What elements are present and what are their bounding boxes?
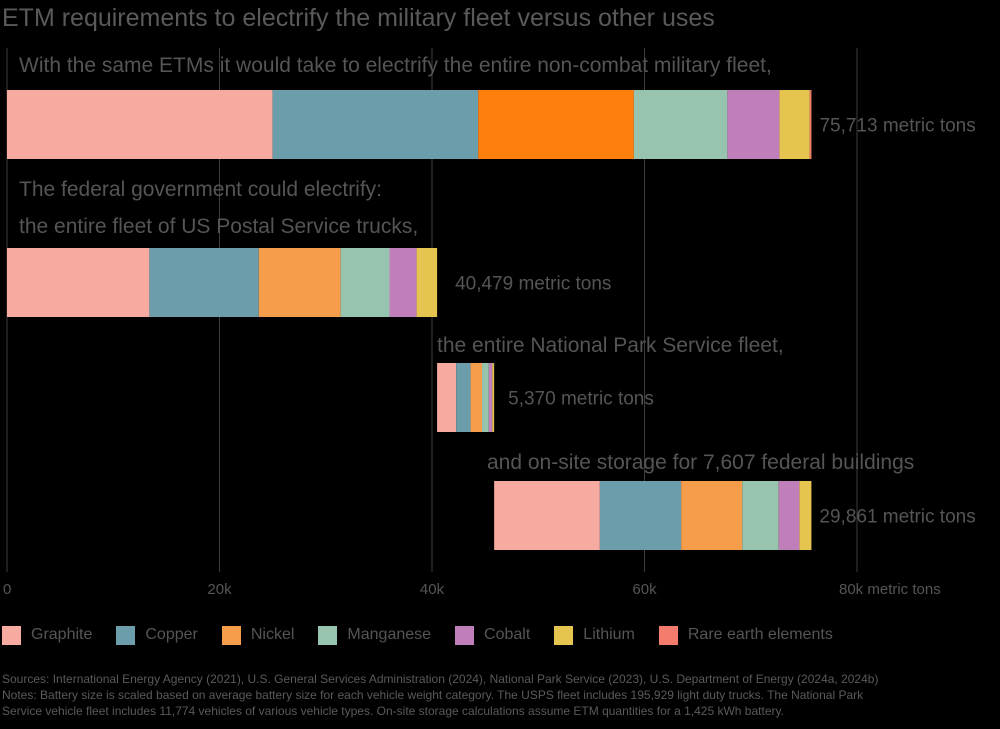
legend-item: Copper [116, 625, 198, 645]
legend-item: Rare earth elements [658, 625, 833, 645]
legend-swatch [318, 625, 338, 645]
sources-note: Sources: International Energy Agency (20… [2, 672, 879, 686]
legend-item: Lithium [554, 625, 635, 645]
bar-segment-cobalt [389, 248, 417, 317]
notes-line-2: Service vehicle fleet includes 11,774 ve… [2, 704, 784, 718]
legend-swatch [554, 625, 574, 645]
bar-segment-copper [149, 248, 259, 317]
notes-line-1: Notes: Battery size is scaled based on a… [2, 688, 864, 702]
legend-label: Lithium [583, 626, 635, 643]
x-tick-label: 0 [3, 581, 11, 598]
bar-segment-manganese [633, 90, 728, 159]
legend-swatch [2, 625, 21, 645]
bar-segment-graphite [7, 248, 150, 317]
bar-segment-nickel [470, 363, 483, 432]
bar-annotation: the entire National Park Service fleet, [437, 334, 784, 357]
legend-swatch [221, 625, 241, 645]
bar-segment-lithium [416, 248, 438, 317]
x-tick-label: 60k [632, 581, 657, 598]
chart-title: ETM requirements to electrify the milita… [2, 4, 715, 32]
legend-label: Manganese [347, 626, 432, 643]
bar-segment-graphite [7, 90, 273, 159]
bar-annotation: The federal government could electrify: [19, 178, 382, 201]
bar-annotation: With the same ETMs it would take to elec… [19, 54, 772, 77]
legend-item: Manganese [318, 625, 432, 645]
bar-total-label: 40,479 metric tons [455, 274, 611, 295]
legend-swatch [116, 625, 136, 645]
bar-segment-manganese [742, 481, 779, 550]
bar-segment-manganese [482, 363, 489, 432]
bar-segment-cobalt [488, 363, 493, 432]
bar-segment-graphite [437, 363, 457, 432]
x-tick-label: 80k metric tons [839, 581, 941, 598]
legend: Graphite Copper Nickel Manganese Cobalt Lithi… [2, 624, 857, 646]
bar-segment-copper [599, 481, 682, 550]
bar-segment-nickel [478, 90, 634, 159]
legend-label: Copper [145, 626, 198, 643]
bar-annotation: the entire fleet of US Postal Service tr… [19, 215, 418, 238]
bar-segment-copper [456, 363, 471, 432]
x-tick-label: 40k [420, 581, 445, 598]
bar-segment-lithium [799, 481, 812, 550]
legend-item: Cobalt [455, 625, 531, 645]
bar-total-label: 75,713 metric tons [819, 116, 975, 137]
bar-segment-graphite [494, 481, 600, 550]
bar-segment-nickel [258, 248, 341, 317]
x-tick-label: 20k [207, 581, 232, 598]
legend-item: Graphite [2, 625, 93, 645]
bar-total-label: 5,370 metric tons [508, 389, 654, 410]
footnotes: Sources: International Energy Agency (20… [2, 671, 998, 719]
bar-segment-lithium [779, 90, 810, 159]
legend-label: Cobalt [484, 626, 531, 643]
stacked-bar-chart: 0 20k 40k 60k 80k metric tons With the same E… [3, 48, 976, 598]
legend-label: Rare earth elements [687, 626, 833, 643]
legend-swatch [658, 625, 678, 645]
bar-segment-cobalt [727, 90, 780, 159]
legend-label: Graphite [31, 626, 93, 643]
bar-annotation: and on-site storage for 7,607 federal bu… [487, 451, 914, 474]
bar-segment-lithium [492, 363, 495, 432]
legend-swatch [455, 625, 475, 645]
bar-segment-copper [272, 90, 479, 159]
bar-segment-cobalt [778, 481, 800, 550]
legend-label: Nickel [250, 626, 295, 643]
bar-segment-manganese [340, 248, 390, 317]
legend-item: Nickel [221, 625, 295, 645]
bar-total-label: 29,861 metric tons [819, 507, 975, 528]
bar-segment-rare-earth-elements [809, 90, 812, 159]
bar-segment-nickel [681, 481, 743, 550]
